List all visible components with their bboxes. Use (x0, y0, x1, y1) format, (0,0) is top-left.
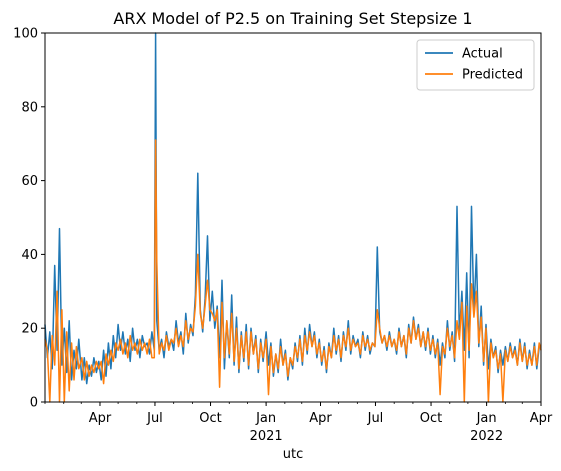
x-axis: Apr Jul Oct Jan 2021 Apr Jul Oct Jan 2022 Apr (44, 402, 553, 444)
axes-frame (44, 32, 542, 403)
y-tick-label: 80 (21, 100, 38, 115)
legend: Actual Predicted (416, 39, 535, 91)
x-tick-label: Jan (476, 411, 497, 426)
y-axis: 0 20 40 60 80 100 (13, 27, 45, 411)
x-tick-label: Oct (420, 411, 442, 426)
y-tick-label: 20 (21, 322, 38, 337)
legend-label-predicted: Predicted (462, 68, 523, 83)
y-tick-label: 100 (13, 27, 38, 42)
x-axis-label: utc (283, 447, 303, 462)
x-tick-label: Apr (89, 411, 112, 426)
x-tick-label: Jan (255, 411, 276, 426)
x-tick-year-label: 2021 (250, 429, 283, 444)
x-tick-label: Apr (309, 411, 332, 426)
y-tick-label: 0 (30, 396, 38, 411)
chart-title: ARX Model of P2.5 on Training Set Stepsi… (113, 9, 472, 28)
y-tick-label: 60 (21, 174, 38, 189)
x-tick-label: Oct (199, 411, 221, 426)
legend-label-actual: Actual (462, 47, 503, 62)
x-tick-year-label: 2022 (470, 429, 503, 444)
x-tick-label: Jul (367, 411, 384, 426)
plot-area (44, 32, 542, 403)
x-tick-label: Jul (146, 411, 163, 426)
series-line-predicted (44, 139, 542, 403)
x-tick-label: Apr (530, 411, 553, 426)
y-tick-label: 40 (21, 248, 38, 263)
